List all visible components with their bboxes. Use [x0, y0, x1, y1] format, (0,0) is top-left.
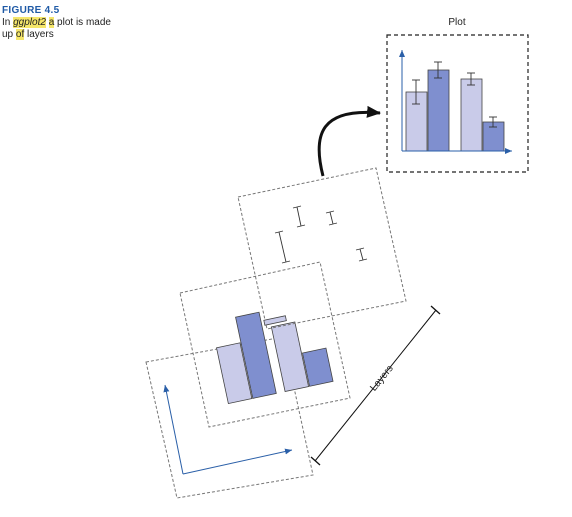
caption-text-1: In [2, 17, 14, 28]
layer-y-axis [163, 384, 184, 475]
layer-bar-4 [302, 347, 334, 387]
layers-label: Layers [368, 363, 395, 393]
layer-bar-1 [216, 342, 253, 405]
layer-error-marks [274, 205, 368, 264]
layer-bars-frame [179, 261, 351, 428]
caption-text-3: plot is made up [2, 17, 111, 40]
layers-dimension: Layers [310, 305, 441, 466]
plot-bar-2 [427, 69, 450, 152]
layer-x-axis [182, 448, 293, 475]
layer-bars [179, 261, 351, 428]
plot-bar-4 [482, 121, 505, 152]
result-plot: Plot [386, 17, 529, 173]
caption-text-4: layers [24, 29, 54, 40]
plot-bar-1 [405, 91, 428, 152]
figure-caption-text: In ggplot2 a plot is made up of layers [2, 17, 112, 41]
layer-bar-3 [270, 321, 310, 392]
layer-error-frame [237, 167, 407, 330]
layer-error-bars [237, 167, 407, 330]
plot-title: Plot [448, 17, 465, 28]
plot-frame [386, 34, 529, 173]
layer-small-bar [263, 315, 287, 326]
layers-dimension-line [314, 309, 437, 462]
caption-highlight-a: a [48, 17, 55, 28]
combine-arrow [317, 105, 381, 177]
figure-label: FIGURE 4.5 [2, 5, 60, 16]
caption-highlight-ggplot2: ggplot2 [13, 17, 46, 28]
plot-bar-3 [460, 78, 483, 152]
layer-bar-2 [235, 311, 277, 399]
caption-highlight-of: of [15, 29, 25, 40]
figure-caption: FIGURE 4.5 In ggplot2 a plot is made up … [2, 5, 112, 41]
plot-error-bars [412, 61, 497, 128]
